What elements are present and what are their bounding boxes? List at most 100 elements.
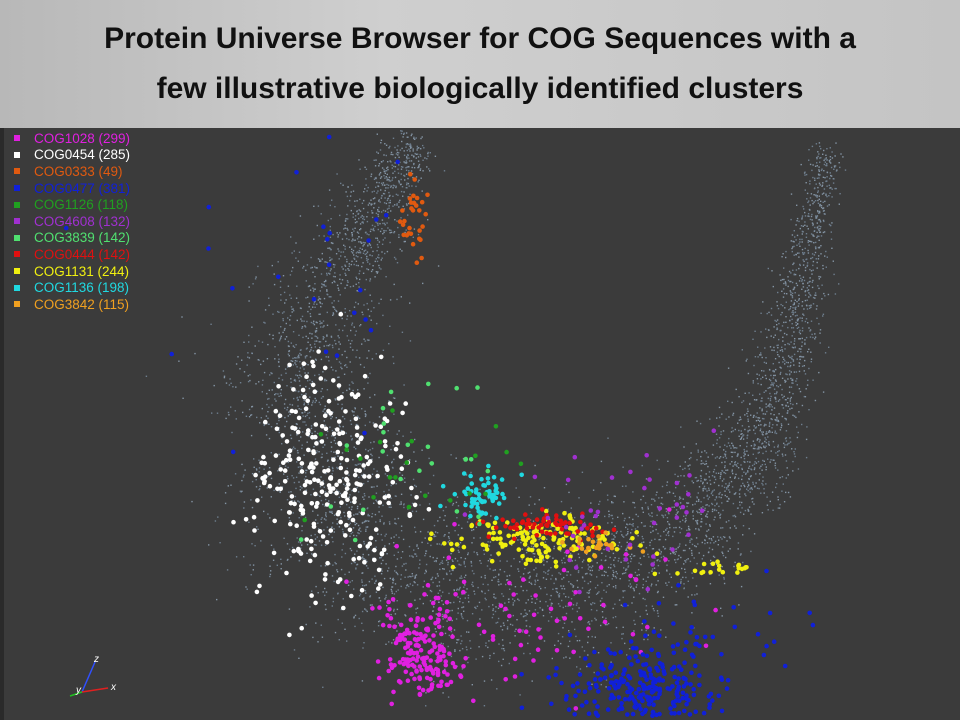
point — [398, 234, 400, 236]
point — [359, 210, 362, 212]
point — [501, 639, 504, 641]
point — [293, 397, 295, 400]
point — [380, 298, 382, 300]
point — [509, 642, 511, 644]
point — [789, 437, 791, 439]
point — [595, 541, 597, 543]
point — [642, 578, 645, 580]
point — [690, 456, 692, 459]
point — [707, 529, 710, 531]
point — [825, 154, 827, 156]
point — [834, 293, 837, 295]
point — [789, 441, 792, 443]
point — [563, 657, 565, 659]
point — [354, 200, 356, 202]
point — [801, 341, 803, 343]
point — [386, 208, 389, 210]
point — [335, 453, 337, 455]
point — [352, 252, 354, 254]
point — [316, 450, 318, 452]
point — [404, 614, 406, 616]
point — [721, 551, 723, 553]
point — [305, 335, 307, 338]
point — [251, 480, 254, 483]
point — [784, 348, 786, 350]
point — [262, 379, 264, 381]
point — [799, 355, 801, 358]
point — [601, 552, 603, 554]
point — [304, 372, 306, 374]
point — [724, 444, 726, 446]
point — [351, 184, 353, 186]
point — [429, 555, 431, 558]
point — [292, 357, 294, 360]
point — [706, 513, 708, 515]
point — [685, 519, 687, 522]
point — [691, 538, 693, 541]
point — [442, 568, 444, 570]
point — [258, 381, 260, 383]
point — [695, 545, 697, 548]
point — [561, 616, 564, 618]
point — [315, 452, 318, 454]
point — [346, 213, 348, 216]
point — [656, 591, 659, 594]
point — [568, 491, 570, 494]
point — [644, 502, 647, 504]
point — [361, 248, 363, 250]
point — [390, 231, 393, 234]
point — [182, 397, 184, 399]
point — [633, 596, 635, 598]
point — [305, 269, 307, 272]
point — [376, 470, 378, 472]
point — [623, 519, 625, 522]
point — [793, 453, 796, 455]
point — [752, 380, 754, 382]
point — [801, 356, 803, 358]
point — [607, 575, 609, 577]
point — [714, 478, 717, 481]
point — [662, 555, 665, 558]
point — [612, 517, 614, 520]
point — [498, 660, 500, 663]
point — [222, 370, 225, 372]
point — [678, 554, 680, 557]
point — [759, 428, 762, 430]
point — [261, 341, 264, 343]
point — [364, 340, 366, 342]
point — [382, 586, 384, 589]
point — [359, 593, 362, 595]
point — [461, 606, 463, 609]
point — [307, 364, 309, 366]
point — [389, 199, 391, 202]
point — [329, 415, 331, 417]
point — [765, 450, 767, 453]
point — [460, 557, 462, 559]
point — [483, 680, 486, 682]
point — [397, 573, 399, 576]
point — [326, 452, 328, 454]
point — [792, 263, 794, 266]
point — [823, 192, 825, 194]
point — [825, 266, 827, 268]
point — [357, 232, 360, 234]
point — [260, 540, 262, 542]
point — [370, 203, 372, 205]
point — [812, 234, 814, 236]
point — [615, 571, 617, 573]
point — [362, 221, 364, 223]
point — [353, 534, 355, 537]
point — [270, 452, 272, 454]
point — [400, 166, 403, 168]
point — [760, 378, 762, 380]
point — [820, 204, 823, 207]
point — [413, 156, 415, 158]
point — [320, 624, 322, 626]
point — [679, 531, 681, 534]
point — [529, 530, 531, 533]
point — [400, 493, 403, 495]
point — [326, 293, 328, 295]
point — [769, 406, 771, 408]
point — [325, 608, 327, 611]
point — [809, 329, 812, 331]
